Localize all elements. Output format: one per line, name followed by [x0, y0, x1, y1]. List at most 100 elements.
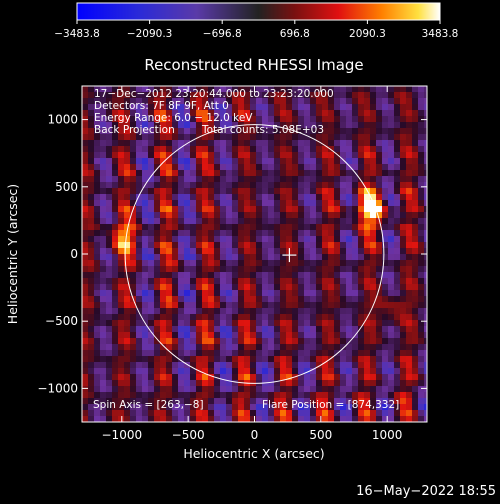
- heatmap-cell: [280, 230, 287, 237]
- heatmap-cell: [82, 176, 89, 183]
- heatmap-cell: [298, 218, 305, 225]
- heatmap-cell: [250, 134, 257, 141]
- heatmap-cell: [292, 398, 299, 405]
- heatmap-cell: [214, 134, 221, 141]
- heatmap-cell: [304, 368, 311, 375]
- heatmap-cell: [160, 356, 167, 363]
- heatmap-cell: [184, 332, 191, 339]
- heatmap-cell: [238, 272, 245, 279]
- heatmap-cell: [346, 284, 353, 291]
- heatmap-cell: [352, 104, 359, 111]
- heatmap-cell: [196, 176, 203, 183]
- heatmap-cell: [352, 182, 359, 189]
- heatmap-cell: [370, 416, 377, 422]
- heatmap-cell: [298, 128, 305, 135]
- heatmap-cell: [364, 200, 371, 207]
- heatmap-cell: [82, 242, 89, 249]
- heatmap-cell: [310, 176, 317, 183]
- annotation-spin-axis: Spin Axis = [263,−8]: [93, 399, 204, 411]
- heatmap-cell: [184, 128, 191, 135]
- heatmap-cell: [286, 398, 293, 405]
- heatmap-cell: [316, 326, 323, 333]
- heatmap-cell: [394, 350, 401, 357]
- heatmap-cell: [340, 290, 347, 297]
- heatmap-cell: [244, 98, 251, 105]
- heatmap-cell: [166, 200, 173, 207]
- heatmap-cell: [382, 230, 389, 237]
- heatmap-cell: [208, 380, 215, 387]
- heatmap-cell: [130, 92, 137, 99]
- heatmap-cell: [340, 158, 347, 165]
- heatmap-cell: [190, 350, 197, 357]
- heatmap-cell: [382, 296, 389, 303]
- heatmap-cell: [250, 230, 257, 237]
- heatmap-cell: [88, 374, 95, 381]
- heatmap-cell: [406, 218, 413, 225]
- heatmap-cell: [196, 332, 203, 339]
- heatmap-cell: [346, 416, 353, 422]
- heatmap-cell: [130, 404, 137, 411]
- heatmap-cell: [310, 284, 317, 291]
- heatmap-cell: [172, 104, 179, 111]
- heatmap-cell: [286, 296, 293, 303]
- heatmap-cell: [220, 194, 227, 201]
- heatmap-cell: [286, 290, 293, 297]
- heatmap-cell: [346, 290, 353, 297]
- heatmap-cell: [262, 344, 269, 351]
- heatmap-cell: [262, 290, 269, 297]
- heatmap-cell: [112, 308, 119, 315]
- heatmap-cell: [190, 356, 197, 363]
- heatmap-cell: [418, 410, 425, 417]
- heatmap-cell: [232, 110, 239, 117]
- heatmap-cell: [340, 302, 347, 309]
- heatmap-cell: [418, 386, 425, 393]
- heatmap-cell: [244, 176, 251, 183]
- heatmap-cell: [340, 122, 347, 129]
- heatmap-cell: [100, 290, 107, 297]
- heatmap-cell: [220, 338, 227, 345]
- heatmap-cell: [196, 392, 203, 399]
- heatmap-cell: [226, 380, 233, 387]
- heatmap-cell: [322, 116, 329, 123]
- heatmap-cell: [136, 332, 143, 339]
- heatmap-cell: [82, 218, 89, 225]
- heatmap-cell: [106, 278, 113, 285]
- heatmap-cell: [358, 158, 365, 165]
- heatmap-cell: [382, 176, 389, 183]
- heatmap-cell: [316, 278, 323, 285]
- heatmap-cell: [82, 386, 89, 393]
- heatmap-cell: [262, 230, 269, 237]
- heatmap-cell: [214, 350, 221, 357]
- heatmap-cell: [130, 212, 137, 219]
- heatmap-cell: [256, 194, 263, 201]
- heatmap-cell: [148, 164, 155, 171]
- heatmap-cell: [94, 284, 101, 291]
- heatmap-cell: [334, 158, 341, 165]
- heatmap-cell: [124, 410, 131, 417]
- heatmap-cell: [214, 176, 221, 183]
- heatmap-cell: [370, 170, 377, 177]
- heatmap-cell: [106, 182, 113, 189]
- heatmap-cell: [268, 380, 275, 387]
- heatmap-cell: [136, 266, 143, 273]
- heatmap-cell: [154, 284, 161, 291]
- heatmap-cell: [118, 98, 125, 105]
- heatmap-cell: [370, 230, 377, 237]
- heatmap-cell: [346, 350, 353, 357]
- heatmap-cell: [424, 230, 427, 237]
- heatmap-cell: [280, 110, 287, 117]
- heatmap-cell: [262, 158, 269, 165]
- heatmap-cell: [208, 242, 215, 249]
- heatmap-cell: [268, 134, 275, 141]
- heatmap-cell: [154, 188, 161, 195]
- heatmap-cell: [208, 134, 215, 141]
- heatmap-cell: [412, 206, 419, 213]
- heatmap-cell: [256, 140, 263, 147]
- heatmap-cell: [142, 146, 149, 153]
- heatmap-cell: [358, 380, 365, 387]
- heatmap-cell: [238, 404, 245, 411]
- heatmap-cell: [154, 302, 161, 309]
- heatmap-cell: [298, 110, 305, 117]
- heatmap-cell: [406, 404, 413, 411]
- heatmap-cell: [292, 224, 299, 231]
